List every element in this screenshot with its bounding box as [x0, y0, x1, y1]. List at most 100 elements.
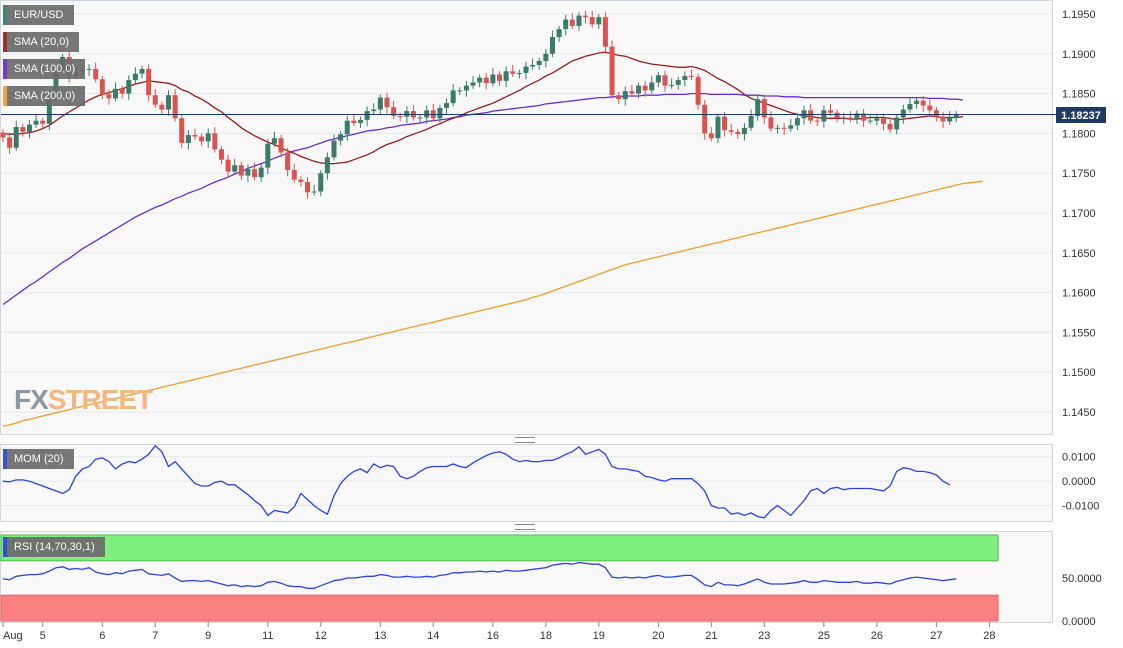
- candle-body: [311, 191, 317, 193]
- candle: [636, 82, 642, 99]
- last-price-badge: 1.18237: [1056, 107, 1106, 123]
- panel-resize-handle[interactable]: [515, 524, 535, 530]
- candle-body: [192, 134, 198, 137]
- legend-momentum[interactable]: MOM (20): [3, 449, 74, 469]
- candle-body: [708, 133, 714, 139]
- x-tick-label: 7: [152, 630, 158, 642]
- candle: [589, 10, 595, 28]
- panel-frame-1: [0, 444, 1053, 522]
- candle-body: [265, 143, 271, 168]
- candle: [907, 97, 913, 113]
- x-tick-label: 25: [818, 630, 830, 642]
- legend-sma100-swatch: [3, 59, 7, 79]
- candle: [311, 185, 317, 196]
- legend-rsi[interactable]: RSI (14,70,30,1): [3, 537, 105, 557]
- legend-rsi-label: RSI (14,70,30,1): [14, 541, 95, 553]
- candle: [814, 117, 820, 127]
- candle-body: [305, 181, 311, 193]
- candle-body: [748, 115, 754, 128]
- candle: [616, 92, 622, 104]
- sma100-path: [2, 92, 963, 306]
- candle: [384, 92, 390, 114]
- candle-body: [225, 159, 231, 172]
- candle: [953, 111, 959, 123]
- y-tick-label: 1.1650: [1062, 248, 1096, 260]
- candle-body: [543, 53, 549, 61]
- candle-body: [371, 109, 377, 112]
- y-tick-label: 1.1600: [1062, 288, 1096, 300]
- candle: [794, 115, 800, 131]
- x-tick-label: 26: [871, 630, 883, 642]
- candle-body: [377, 97, 383, 110]
- candle-body: [722, 116, 728, 131]
- candle: [344, 115, 350, 141]
- candle-body: [761, 99, 767, 118]
- candle-body: [834, 112, 840, 118]
- candle-body: [324, 157, 330, 174]
- legend-sma100[interactable]: SMA (100,0): [3, 59, 86, 79]
- candle-body: [794, 118, 800, 126]
- candle-body: [424, 110, 430, 118]
- y-tick-label: 1.1550: [1062, 327, 1096, 339]
- candle: [93, 62, 99, 83]
- candle: [880, 113, 886, 131]
- candle: [245, 164, 251, 182]
- candle-body: [139, 68, 145, 74]
- x-tick-label: 13: [374, 630, 386, 642]
- legend-symbol-swatch: [3, 5, 7, 25]
- y-tick-label: 1.1750: [1062, 168, 1096, 180]
- candle-body: [940, 116, 946, 122]
- candle: [285, 147, 291, 177]
- candle: [291, 163, 297, 183]
- candle-body: [364, 111, 370, 120]
- candle: [185, 130, 191, 150]
- candle: [212, 127, 218, 153]
- candle-body: [93, 68, 99, 80]
- x-tick-label: 23: [758, 630, 770, 642]
- candle: [821, 105, 827, 128]
- candle-body: [682, 76, 688, 81]
- candle-body: [576, 15, 582, 26]
- candle: [834, 109, 840, 123]
- candle-body: [880, 118, 886, 124]
- x-tick-label: Aug: [3, 630, 23, 642]
- candle-body: [179, 118, 185, 143]
- candle: [86, 64, 92, 77]
- candle-body: [589, 17, 595, 25]
- candle: [26, 119, 32, 139]
- candle-body: [417, 117, 423, 119]
- candle: [278, 134, 284, 158]
- candle-body: [298, 179, 304, 182]
- candle-body: [450, 90, 456, 104]
- legend-sma200[interactable]: SMA (200,0): [3, 86, 86, 106]
- candle: [457, 87, 463, 96]
- panel-resize-handle[interactable]: [515, 437, 535, 443]
- candle-body: [702, 104, 708, 134]
- candle: [662, 70, 668, 93]
- candle: [602, 12, 608, 54]
- candle-body: [741, 127, 747, 135]
- y-tick-label: 1.1850: [1062, 89, 1096, 101]
- candle: [828, 103, 833, 116]
- legend-rsi-swatch: [3, 537, 7, 557]
- candle-body: [106, 94, 112, 99]
- candle-body: [20, 127, 26, 132]
- legend-sma20-label: SMA (20,0): [14, 36, 70, 48]
- momentum-panel: 0.0100 0.0000 -0.0100: [1, 444, 1099, 519]
- legend-sma200-swatch: [3, 86, 7, 106]
- candle-body: [212, 133, 218, 150]
- candle: [0, 129, 6, 143]
- candle-body: [384, 97, 390, 108]
- candle: [781, 123, 787, 135]
- candle-body: [788, 125, 794, 129]
- candle: [159, 101, 165, 115]
- legend-symbol[interactable]: EUR/USD: [3, 5, 74, 25]
- candle-body: [338, 134, 344, 141]
- legend-sma20[interactable]: SMA (20,0): [3, 32, 80, 52]
- candle: [523, 61, 529, 80]
- candles: [0, 10, 959, 199]
- candle-body: [391, 107, 397, 116]
- candle-body: [847, 117, 853, 120]
- candle-body: [185, 134, 191, 143]
- candle-body: [655, 75, 661, 83]
